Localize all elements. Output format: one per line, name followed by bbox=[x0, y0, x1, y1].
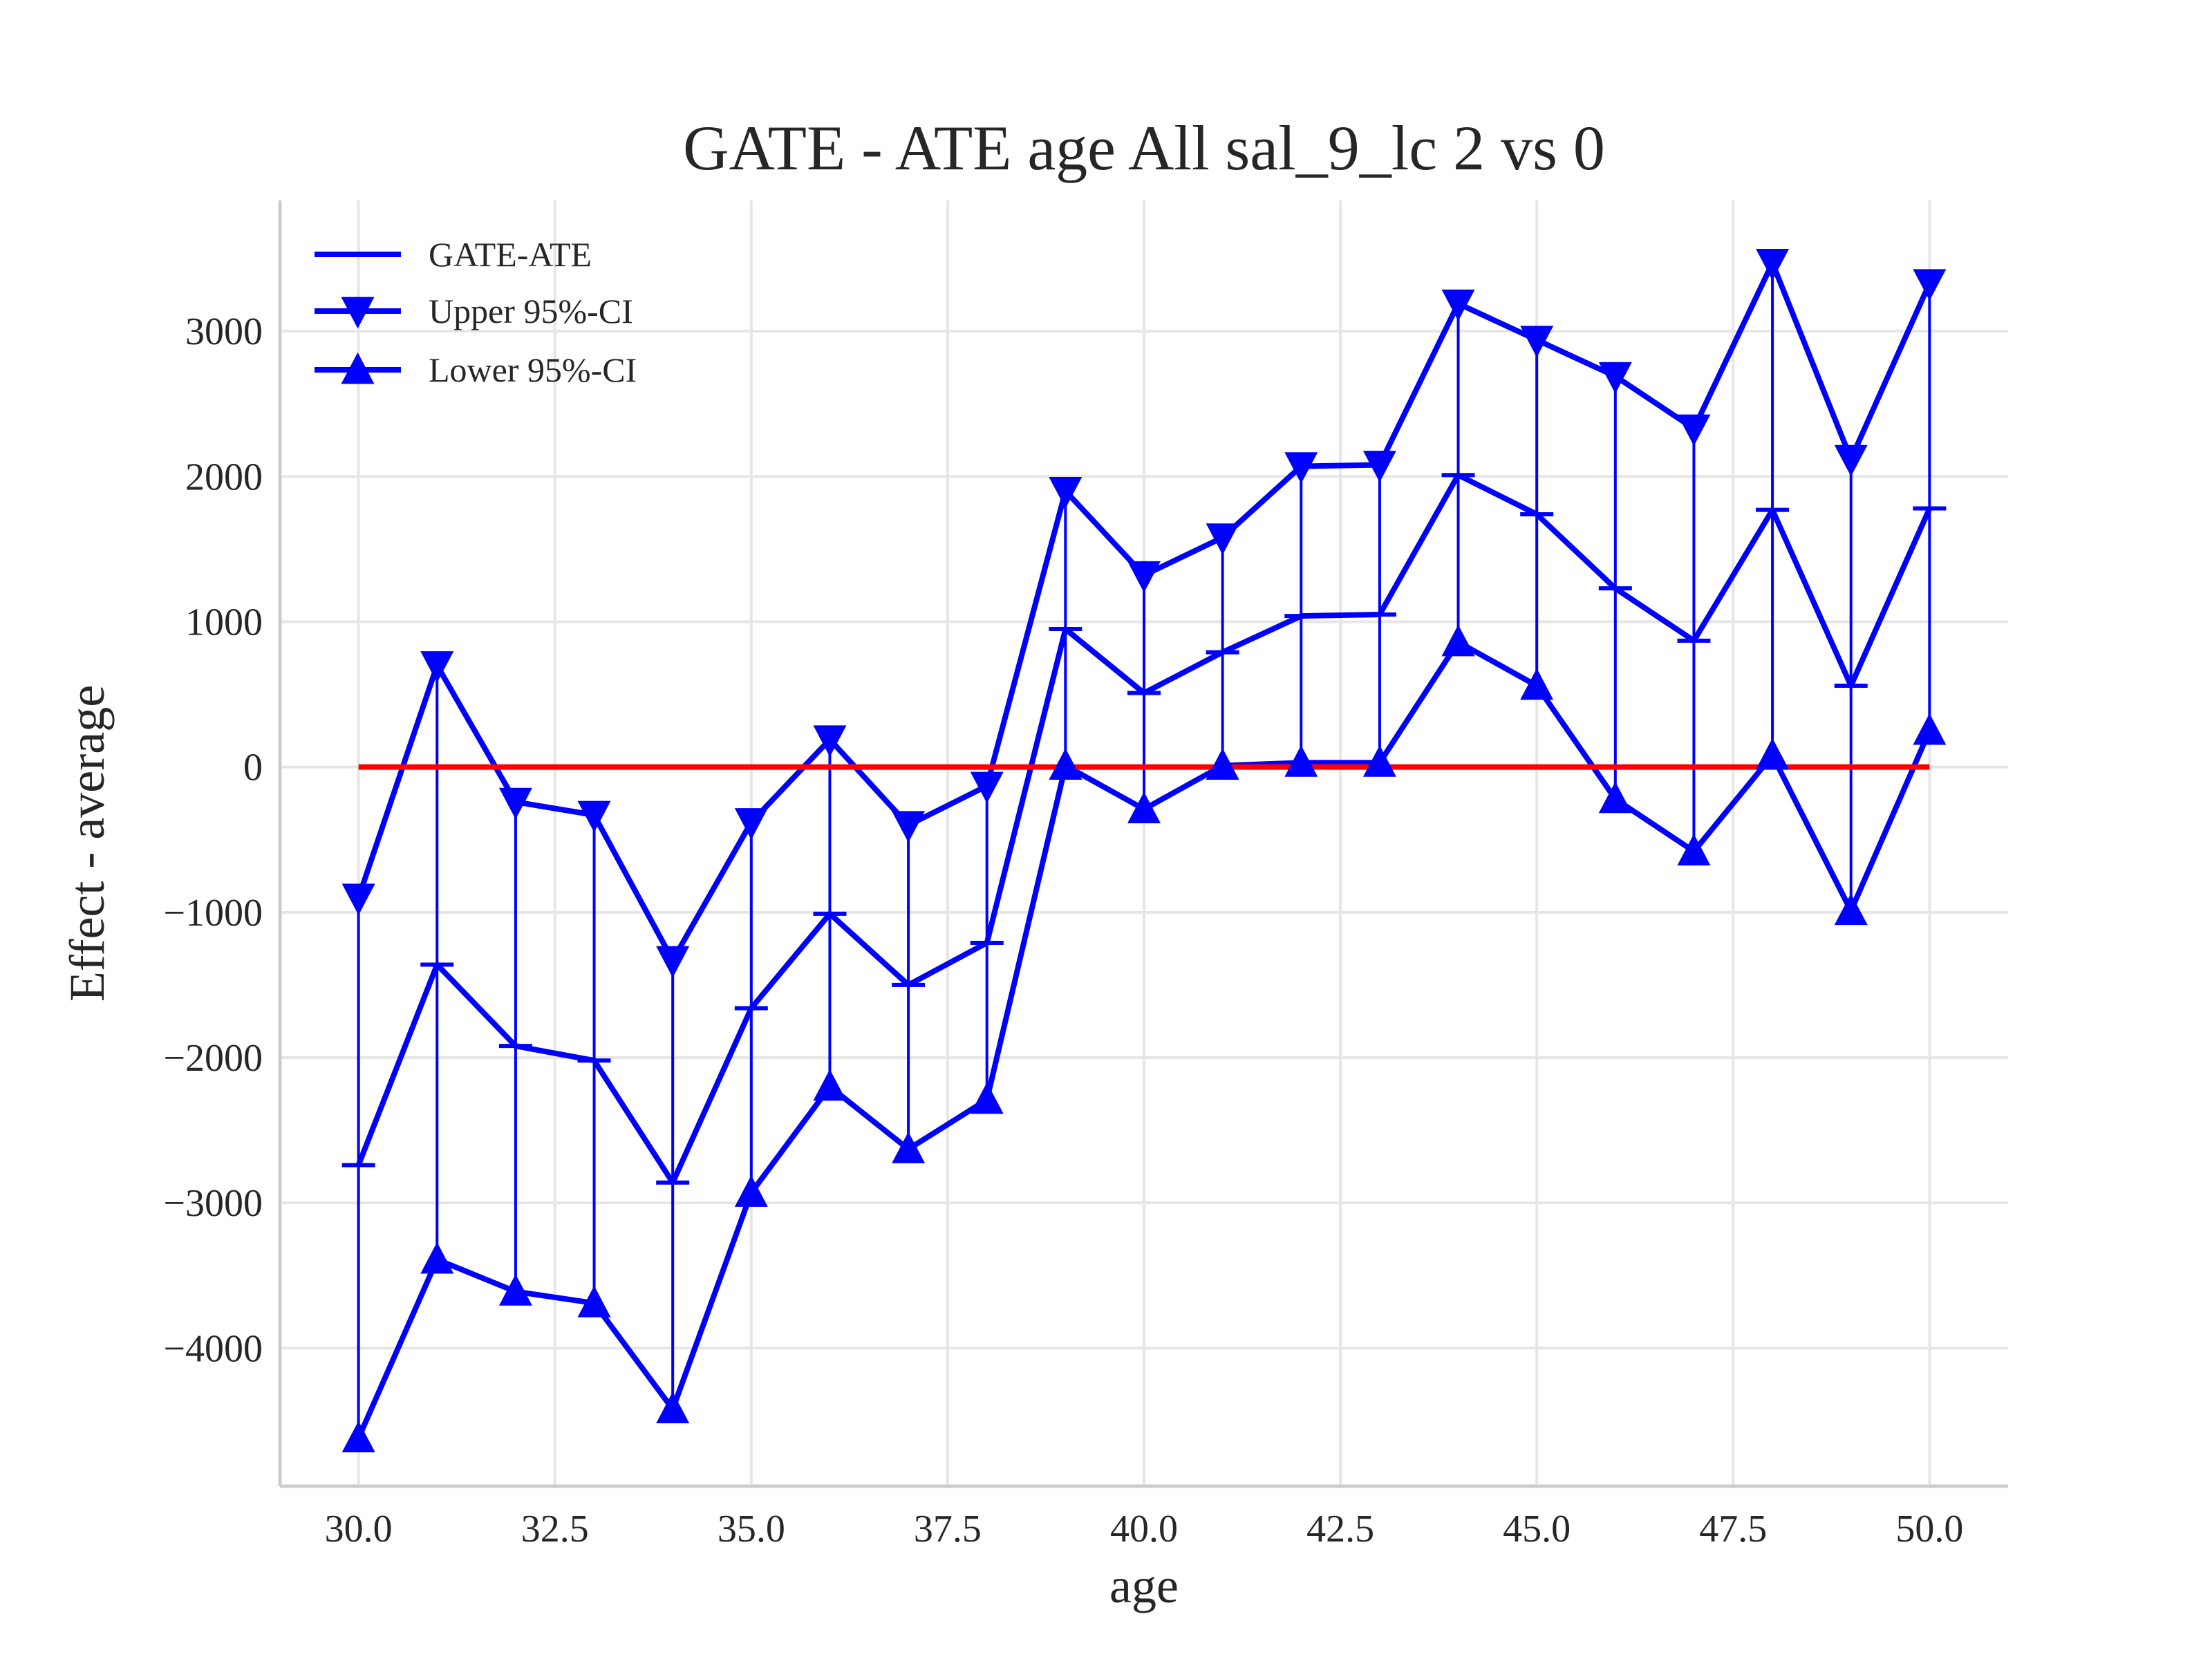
lower-ci-marker bbox=[498, 1274, 532, 1306]
upper-ci-marker bbox=[1206, 523, 1239, 555]
x-tick-label: 32.5 bbox=[521, 1508, 589, 1550]
lower-ci-marker bbox=[1127, 791, 1161, 824]
legend-marker-lower bbox=[341, 352, 375, 384]
upper-ci-marker bbox=[1049, 476, 1082, 509]
upper-ci-marker bbox=[1362, 451, 1396, 482]
spine-layer bbox=[278, 200, 2008, 1488]
lower-ci-marker bbox=[734, 1175, 768, 1207]
lower-ci-marker bbox=[1284, 745, 1318, 777]
x-tick-label: 47.5 bbox=[1699, 1508, 1767, 1550]
y-tick-label: 2000 bbox=[185, 456, 263, 498]
x-tick-label: 45.0 bbox=[1503, 1508, 1571, 1550]
chart-title: GATE - ATE age All sal_9_lc 2 vs 0 bbox=[683, 113, 1605, 183]
lower-ci-marker bbox=[892, 1132, 926, 1163]
y-tick-label: 0 bbox=[243, 747, 263, 789]
lower-ci-marker bbox=[1206, 748, 1239, 780]
upper-ci-marker bbox=[1834, 444, 1868, 477]
lower-ci-marker bbox=[1520, 668, 1554, 700]
y-tick-label: −4000 bbox=[163, 1327, 263, 1370]
y-tick-label: −2000 bbox=[163, 1037, 263, 1080]
x-tick-label: 40.0 bbox=[1110, 1508, 1178, 1550]
legend-label: GATE-ATE bbox=[429, 235, 592, 274]
y-axis-label: Effect - average bbox=[59, 685, 115, 1002]
upper-ci-marker bbox=[1677, 414, 1711, 447]
lower-ci-marker bbox=[1049, 748, 1082, 780]
upper-ci-marker bbox=[970, 771, 1004, 804]
tick-layer: 30.0 32.5 35.0 37.5 40.0 42.5 45.0 47.5 50.0 −400… bbox=[163, 310, 1963, 1550]
legend-label: Lower 95%-CI bbox=[429, 350, 637, 389]
lower-ci-marker bbox=[1362, 745, 1396, 777]
y-tick-label: −1000 bbox=[163, 892, 263, 935]
x-tick-label: 50.0 bbox=[1895, 1508, 1963, 1550]
lower-ci-marker bbox=[1598, 781, 1632, 814]
y-tick-label: 1000 bbox=[185, 601, 263, 644]
upper-ci-marker bbox=[1913, 269, 1947, 301]
upper-ci-marker bbox=[498, 787, 532, 820]
lower-ci-marker bbox=[1834, 893, 1868, 926]
upper-ci-marker bbox=[341, 883, 375, 916]
x-tick-label: 42.5 bbox=[1306, 1508, 1374, 1550]
upper-ci-marker bbox=[734, 808, 768, 840]
upper-ci-marker bbox=[1598, 362, 1632, 394]
lower-ci-marker bbox=[1677, 834, 1711, 865]
upper-ci-marker bbox=[656, 946, 690, 978]
x-axis-label: age bbox=[1109, 1558, 1179, 1613]
legend-marker-upper bbox=[341, 297, 375, 329]
y-tick-label: −3000 bbox=[163, 1182, 263, 1225]
upper-ci-marker bbox=[1441, 289, 1475, 321]
legend-layer: GATE-ATE Upper 95%-CI Lower 95%-CI bbox=[315, 235, 637, 389]
upper-ci-marker bbox=[1127, 561, 1161, 593]
upper-ci-marker bbox=[892, 811, 926, 843]
x-tick-label: 35.0 bbox=[718, 1508, 785, 1550]
series-layer bbox=[341, 248, 1947, 1453]
upper-ci-marker bbox=[813, 725, 847, 757]
upper-ci-marker bbox=[420, 651, 454, 683]
upper-ci-marker bbox=[1520, 326, 1554, 357]
y-tick-label: 3000 bbox=[185, 310, 263, 353]
lower-ci-marker bbox=[1441, 624, 1475, 657]
x-tick-label: 30.0 bbox=[325, 1508, 393, 1550]
upper-ci-marker bbox=[1756, 248, 1790, 281]
legend-label: Upper 95%-CI bbox=[429, 292, 633, 330]
lower-ci-marker bbox=[813, 1069, 847, 1101]
x-tick-label: 37.5 bbox=[914, 1508, 982, 1550]
upper-ci-marker bbox=[577, 800, 611, 833]
lower-ci-marker bbox=[656, 1391, 690, 1424]
lower-ci-marker bbox=[577, 1285, 611, 1318]
lower-ci-marker bbox=[970, 1082, 1004, 1114]
lower-ci-marker bbox=[420, 1241, 454, 1274]
lower-ci-marker bbox=[1756, 738, 1790, 770]
lower-ci-marker bbox=[1913, 713, 1947, 745]
lower-ci-marker bbox=[341, 1421, 375, 1453]
upper-ci-marker bbox=[1284, 452, 1318, 484]
